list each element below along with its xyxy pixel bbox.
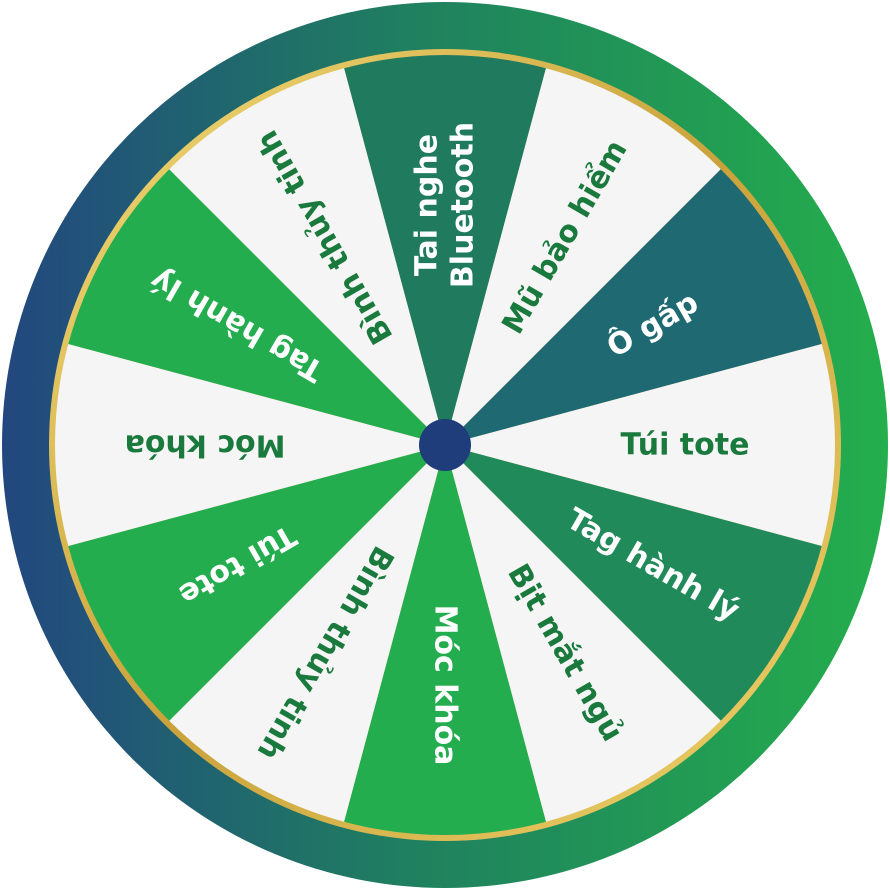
wheel-segment: [55, 344, 445, 546]
segment-label-text: Tai nghe: [410, 134, 445, 276]
wheel-segment: [445, 445, 721, 822]
wheel-segment: [68, 445, 445, 721]
wheel-segment: [445, 68, 721, 445]
wheel-segment: [68, 169, 445, 446]
wheel-segment: [169, 445, 446, 822]
wheel-segment-label: Móc khóa: [125, 428, 286, 463]
wheel-segment: [445, 445, 822, 721]
segment-label-text: Móc khóa: [125, 428, 286, 463]
wheel-segment: [169, 68, 446, 445]
wheel-segment: [445, 169, 822, 446]
wheel-segment-label: Móc khóa: [428, 605, 463, 766]
wheel-segment: [344, 445, 546, 835]
wheel-segments: [55, 55, 835, 835]
wheel-segment-label: Túi tote: [621, 428, 750, 463]
segment-label-text: Móc khóa: [428, 605, 463, 766]
wheel-segment: [344, 55, 546, 445]
wheel-segment: [445, 344, 835, 546]
wheel-hub[interactable]: [419, 419, 471, 471]
wheel-segment-label: Tai nghe Bluetooth: [410, 122, 481, 288]
segment-label-text: Bluetooth: [446, 122, 481, 288]
segment-label-text: Túi tote: [621, 428, 750, 463]
